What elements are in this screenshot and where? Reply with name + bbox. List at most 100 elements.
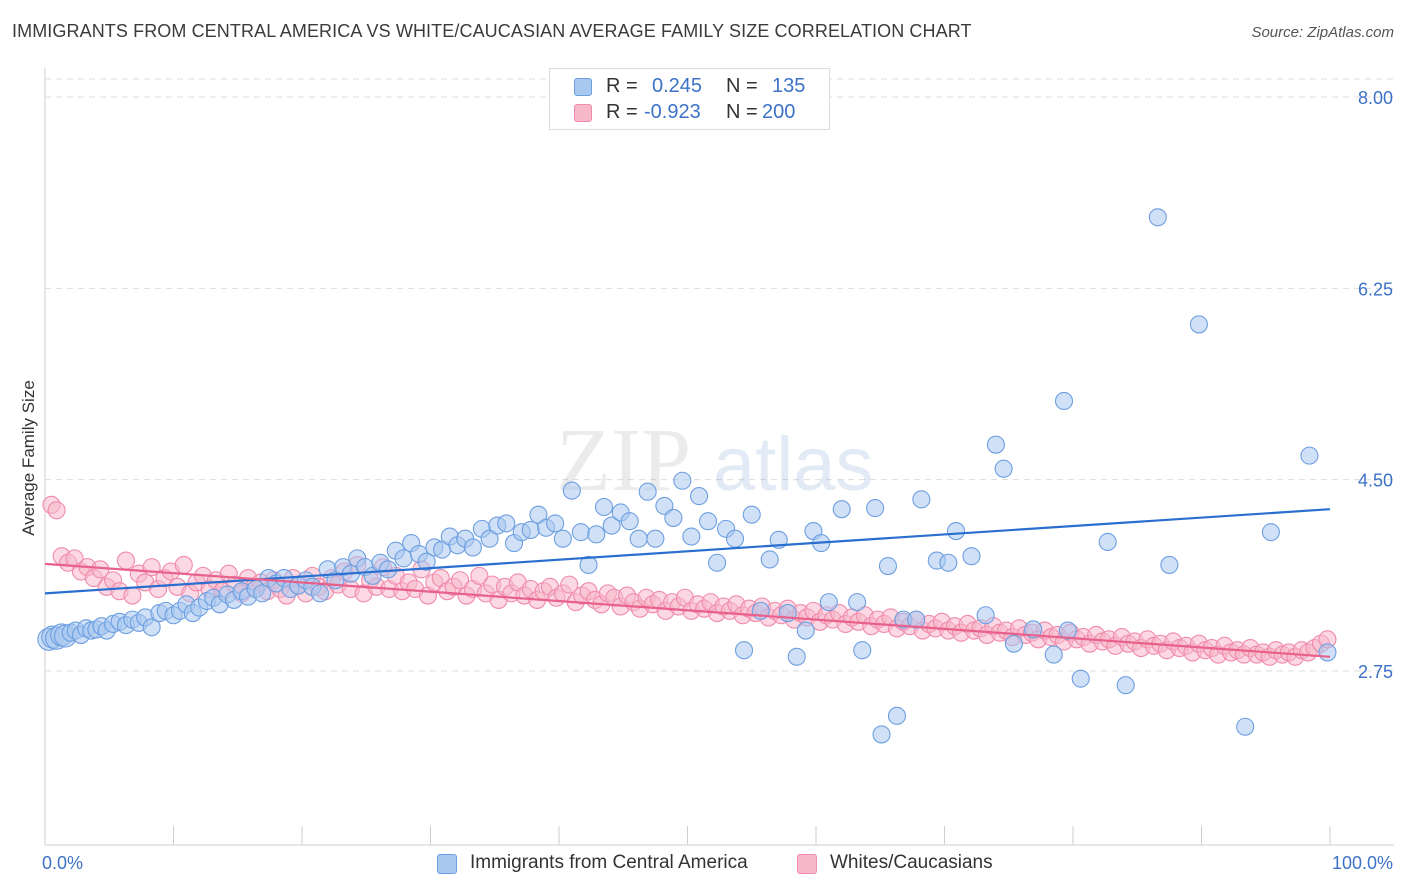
point-central-america xyxy=(690,487,709,506)
point-central-america xyxy=(587,525,606,544)
point-central-america xyxy=(629,529,648,548)
point-central-america xyxy=(1160,555,1179,574)
point-central-america xyxy=(1300,446,1319,465)
legend-r-label: R = xyxy=(606,101,638,123)
point-central-america xyxy=(1071,669,1090,688)
point-central-america xyxy=(1098,532,1117,552)
y-tick-label: 2.75 xyxy=(1358,662,1393,682)
point-central-america xyxy=(1261,523,1280,542)
trend-line-central-america xyxy=(44,508,1331,595)
point-central-america xyxy=(1236,717,1255,736)
watermark: ZIP atlas xyxy=(556,411,874,510)
y-axis-label: Average Family Size xyxy=(19,380,38,536)
point-central-america xyxy=(546,514,565,533)
watermark-atlas: atlas xyxy=(713,422,874,507)
point-central-america xyxy=(947,522,966,541)
legend-swatch-pink xyxy=(574,104,592,122)
point-central-america xyxy=(417,552,436,571)
y-tick-label: 6.25 xyxy=(1358,279,1393,299)
point-central-america xyxy=(394,549,413,568)
trend-line-whites xyxy=(44,562,1331,658)
point-central-america xyxy=(887,706,907,725)
point-central-america xyxy=(602,516,621,535)
legend-swatch-blue xyxy=(574,78,592,96)
point-central-america xyxy=(253,584,272,603)
trend-lines xyxy=(44,508,1331,658)
bottom-legend-label: Whites/Caucasians xyxy=(830,852,993,873)
point-central-america xyxy=(725,529,745,548)
point-central-america xyxy=(734,641,754,660)
point-central-america xyxy=(664,508,683,527)
bottom-legend-swatch-blue xyxy=(437,854,457,874)
point-central-america xyxy=(463,538,482,557)
point-central-america xyxy=(655,496,674,515)
point-central-america xyxy=(379,560,398,579)
point-central-america xyxy=(1058,621,1077,640)
point-central-america xyxy=(760,550,779,569)
point-central-america xyxy=(1054,391,1074,410)
point-central-america xyxy=(832,500,851,519)
point-whites xyxy=(116,551,136,570)
legend-r-value: -0.923 xyxy=(644,101,701,123)
series-central-america-points xyxy=(37,208,1337,744)
point-central-america xyxy=(594,497,614,517)
axes xyxy=(44,68,1394,846)
x-tick-label-start: 0.0% xyxy=(42,853,83,873)
point-central-america xyxy=(646,529,665,548)
point-central-america xyxy=(962,547,981,566)
legend-n-value: 135 xyxy=(772,75,806,97)
point-central-america xyxy=(682,527,701,546)
point-central-america xyxy=(994,459,1013,478)
point-central-america xyxy=(986,435,1005,454)
point-central-america xyxy=(1189,315,1208,334)
point-central-america xyxy=(699,512,718,531)
point-whites xyxy=(123,586,142,605)
point-central-america xyxy=(310,584,330,603)
point-central-america xyxy=(571,523,590,542)
point-central-america xyxy=(562,481,581,500)
point-central-america xyxy=(796,621,815,640)
point-central-america xyxy=(1004,634,1023,653)
point-whites xyxy=(470,566,489,585)
point-whites xyxy=(560,575,579,594)
point-central-america xyxy=(853,641,872,660)
point-central-america xyxy=(497,514,516,533)
bottom-legend-swatch-pink xyxy=(797,854,817,874)
point-central-america xyxy=(878,556,898,576)
point-central-america xyxy=(1116,676,1135,695)
point-central-america xyxy=(708,553,727,572)
point-whites xyxy=(47,501,66,520)
point-central-america xyxy=(787,647,806,666)
point-central-america xyxy=(742,505,761,524)
y-tick-label: 4.50 xyxy=(1358,471,1393,491)
point-central-america xyxy=(579,555,598,574)
point-central-america xyxy=(872,725,891,744)
point-central-america xyxy=(1044,645,1063,664)
point-central-america xyxy=(673,471,692,490)
point-central-america xyxy=(1318,643,1337,662)
point-central-america xyxy=(848,593,867,612)
point-central-america xyxy=(1024,620,1043,639)
correlation-legend: R = 0.245 N = 135 R = -0.923 N = 200 xyxy=(549,68,830,130)
legend-r-value: 0.245 xyxy=(652,75,703,97)
tick-labels: 2.75 4.50 6.25 8.00 xyxy=(1358,88,1393,682)
legend-r-label: R = xyxy=(606,75,638,97)
point-central-america xyxy=(553,529,572,548)
chart-title: IMMIGRANTS FROM CENTRAL AMERICA VS WHITE… xyxy=(12,21,972,41)
point-central-america xyxy=(912,490,931,509)
y-tick-label: 8.00 xyxy=(1358,88,1393,108)
point-central-america xyxy=(521,520,540,540)
point-whites xyxy=(174,555,193,574)
bottom-legend-label: Immigrants from Central America xyxy=(470,852,748,873)
point-central-america xyxy=(1148,208,1167,227)
point-central-america xyxy=(976,606,995,625)
point-central-america xyxy=(819,593,838,612)
legend-n-label: N = xyxy=(726,101,758,123)
point-central-america xyxy=(939,553,958,572)
x-tick-label-end: 100.0% xyxy=(1332,853,1393,873)
point-central-america xyxy=(907,610,926,629)
point-central-america xyxy=(620,512,639,531)
legend-n-value: 200 xyxy=(762,101,796,123)
source-label: Source: ZipAtlas.com xyxy=(1251,24,1394,41)
